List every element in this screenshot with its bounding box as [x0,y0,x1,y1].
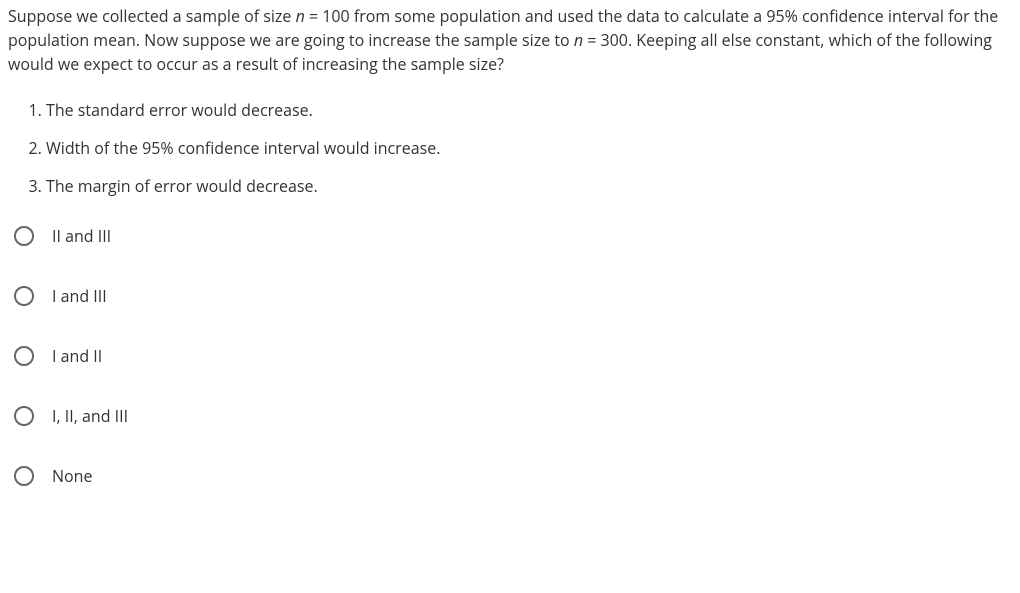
stem-part-italic: n [296,5,305,27]
statements-list: The standard error would decrease. Width… [8,98,1012,198]
radio-icon[interactable] [14,286,34,306]
radio-icon[interactable] [14,406,34,426]
stem-part-italic: n [574,29,583,51]
option-label: I and II [52,344,102,368]
statement-item: The standard error would decrease. [46,98,1012,122]
radio-icon[interactable] [14,466,34,486]
statement-item: Width of the 95% confidence interval wou… [46,136,1012,160]
question-stem: Suppose we collected a sample of size n … [8,4,1012,76]
statement-item: The margin of error would decrease. [46,174,1012,198]
option-row[interactable]: I, II, and III [8,404,1012,428]
option-label: I and III [52,284,107,308]
radio-icon[interactable] [14,346,34,366]
radio-icon[interactable] [14,226,34,246]
option-row[interactable]: I and III [8,284,1012,308]
stem-part: Suppose we collected a sample of size [8,5,296,27]
option-row[interactable]: I and II [8,344,1012,368]
option-label: None [52,464,92,488]
option-row[interactable]: None [8,464,1012,488]
question-container: Suppose we collected a sample of size n … [0,0,1020,496]
option-label: I, II, and III [52,404,128,428]
option-row[interactable]: II and III [8,224,1012,248]
option-label: II and III [52,224,111,248]
answer-options: II and III I and III I and II I, II, and… [8,224,1012,488]
